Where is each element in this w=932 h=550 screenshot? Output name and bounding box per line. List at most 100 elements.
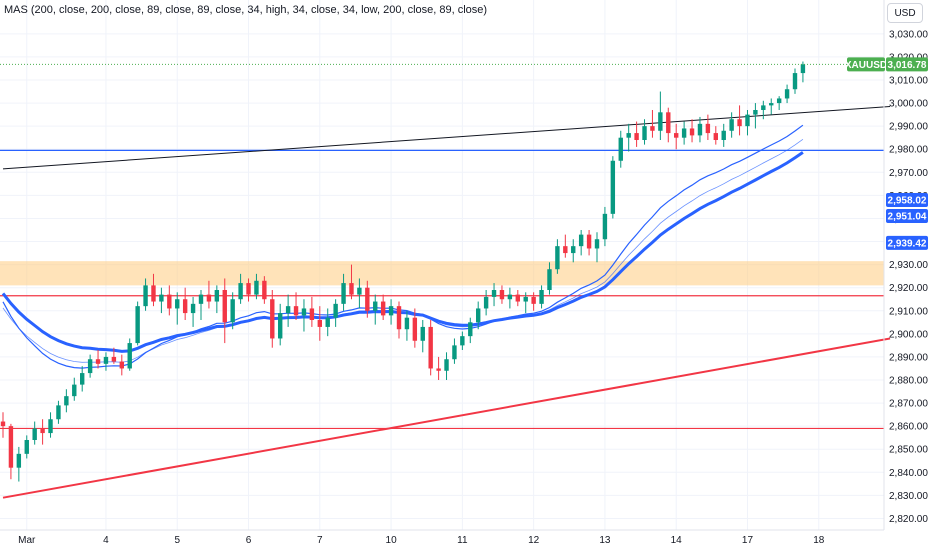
candle-body <box>689 128 695 136</box>
candle-body <box>40 428 45 434</box>
price-tick-label: 3,010.00 <box>889 76 928 87</box>
candle-body <box>24 440 29 454</box>
candle-body <box>666 112 671 134</box>
candle-body <box>547 269 552 290</box>
time-tick-label: 10 <box>386 535 398 546</box>
candle-body <box>278 313 283 339</box>
candle-body <box>491 290 497 297</box>
candle-body <box>776 98 782 104</box>
candle-body <box>460 336 465 346</box>
candle-body <box>0 421 6 427</box>
candle-body <box>380 301 386 316</box>
price-tick-label: 2,850.00 <box>889 445 928 456</box>
time-tick-label: 7 <box>317 535 323 546</box>
candle-body <box>182 299 188 314</box>
candle-body <box>32 428 37 440</box>
price-tick-label: 2,860.00 <box>889 422 928 433</box>
candle-body <box>610 160 616 214</box>
candle-body <box>270 299 275 339</box>
candle-body <box>578 234 584 247</box>
candle-body <box>594 239 600 249</box>
candle-body <box>222 290 227 323</box>
time-tick-label: 12 <box>528 535 540 546</box>
candle-body <box>523 296 528 302</box>
indicator-legend[interactable]: MAS (200, close, 200, close, 89, close, … <box>4 4 488 16</box>
candle-body <box>784 89 790 99</box>
candle-body <box>531 296 536 304</box>
candle-body <box>761 105 766 110</box>
time-tick-label: 6 <box>246 535 252 546</box>
trendline-red <box>2 337 891 499</box>
candle-body <box>285 306 291 314</box>
price-tick-label: 3,000.00 <box>889 99 928 110</box>
candle-body <box>103 356 109 364</box>
ma-value-tag-label: 2,939.42 <box>888 238 927 249</box>
currency-button[interactable]: USD <box>887 3 923 23</box>
price-tick-label: 2,930.00 <box>889 260 928 271</box>
candle-body <box>713 133 718 140</box>
candle-body <box>729 119 734 131</box>
candle-body <box>206 294 212 302</box>
candle-body <box>571 246 576 254</box>
candle-body <box>135 306 140 344</box>
candle-body <box>56 405 61 420</box>
ma-line-medium <box>2 124 804 369</box>
axis-tags: XAUUSD 3,016.78 2,958.02 2,951.04 2,939.42 <box>845 57 928 250</box>
candle-body <box>586 234 592 249</box>
candle-body <box>293 306 299 316</box>
candle-body <box>436 368 441 371</box>
ma-value-tag-label: 2,958.02 <box>888 195 927 206</box>
candle-body <box>8 426 14 468</box>
time-tick-label: 17 <box>742 535 754 546</box>
candle-body <box>254 280 259 295</box>
time-tick-label: 18 <box>813 535 825 546</box>
candle-body <box>634 133 639 140</box>
candle-body <box>143 285 148 307</box>
candle-body <box>563 246 568 254</box>
candle-body <box>428 326 433 369</box>
candle-body <box>515 294 520 302</box>
candle-body <box>365 287 370 311</box>
candle-body <box>333 303 338 318</box>
time-axis[interactable]: Mar 4 5 6 7 10 11 12 13 14 17 18 <box>18 535 825 546</box>
candle-body <box>507 294 513 300</box>
candle-body <box>681 128 687 138</box>
price-tick-label: 2,920.00 <box>889 283 928 294</box>
candle-body <box>650 126 655 131</box>
time-tick-label: 14 <box>671 535 683 546</box>
candle-body <box>412 317 418 341</box>
candle-body <box>214 290 220 302</box>
price-tick-label: 2,890.00 <box>889 352 928 363</box>
candle-body <box>246 283 251 295</box>
candle-body <box>127 343 132 369</box>
candle-body <box>80 373 85 385</box>
price-tick-label: 2,990.00 <box>889 122 928 133</box>
candle-body <box>800 64 806 74</box>
candle-body <box>404 317 410 330</box>
candle-body <box>301 308 307 316</box>
candle-body <box>175 299 180 309</box>
ma-line-thick <box>1 151 804 353</box>
symbol-tag-label: XAUUSD <box>845 60 887 71</box>
price-tick-label: 2,970.00 <box>889 168 928 179</box>
candle-body <box>341 283 346 304</box>
candle-body <box>420 326 425 341</box>
candle-body <box>357 287 362 295</box>
candle-body <box>159 294 164 302</box>
ma-value-tag <box>886 209 928 224</box>
last-price-tag <box>886 57 928 72</box>
candle-body <box>642 126 647 140</box>
candle-body <box>602 213 608 240</box>
candle-body <box>483 296 489 309</box>
ma-value-tag <box>886 192 928 207</box>
candle-body <box>72 384 77 397</box>
candle-body <box>737 119 742 127</box>
candle-body <box>190 303 196 314</box>
candle-body <box>64 396 69 406</box>
candle-body <box>238 283 243 300</box>
candle-body <box>167 294 172 309</box>
candle-body <box>309 308 315 320</box>
candles <box>0 61 806 482</box>
candle-body <box>452 345 457 360</box>
